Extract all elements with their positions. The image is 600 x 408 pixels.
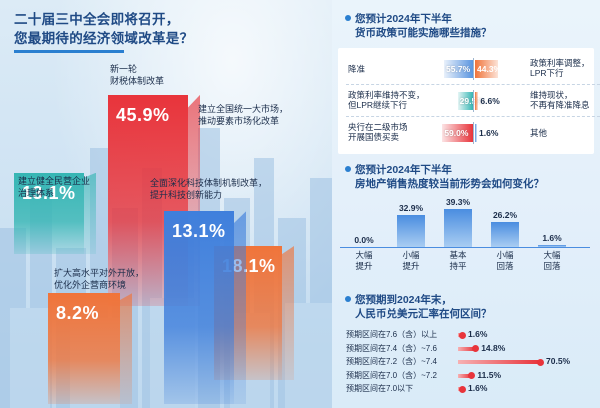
reform-bar (48, 293, 132, 404)
reform-label: 扩大高水平对外开放， 优化外企营商环境 (54, 268, 145, 290)
monetary-right-label: 维持现状， 不再有降准降息 (530, 90, 590, 110)
monetary-right-value: 1.6% (479, 128, 499, 138)
monetary-left-value: 29.5% (459, 96, 484, 106)
bullet-dot-icon (345, 296, 351, 303)
fx-value: 70.5% (546, 356, 571, 366)
housing-label: 小幅 提升 (402, 250, 420, 271)
monetary-divider (473, 90, 474, 112)
monetary-right-value: 44.3% (477, 64, 502, 74)
monetary-right-bar (475, 92, 479, 110)
fx-value: 11.5% (477, 369, 502, 380)
monetary-left-value: 55.7% (446, 64, 471, 74)
monetary-right-label: 政策利率调整， LPR下行 (530, 58, 590, 78)
housing-title: 您预计2024年下半年 房地产销售热度较当前形势会如何变化？ (345, 163, 544, 191)
monetary-right-bar (475, 124, 477, 142)
left-chart-title: 二十届三中全会即将召开， 您最期待的经济领域改革是？ (14, 10, 193, 53)
monetary-left-bar (442, 124, 473, 142)
reform-label: 建立健全民营企业 治理体系 (18, 176, 91, 198)
reform-label: 新一轮 财税体制改革 (110, 64, 165, 86)
monetary-right-label: 其他 (530, 128, 548, 138)
housing-axis (340, 247, 590, 248)
monetary-left-value: 59.0% (444, 128, 469, 138)
fx-label: 预期区间在7.2（含）~7.4 (346, 357, 437, 366)
fx-bar (458, 346, 476, 351)
reform-value: 45.9% (116, 104, 170, 125)
housing-bar (397, 215, 425, 247)
housing-bar (491, 221, 519, 247)
monetary-right-value: 6.6% (480, 96, 500, 106)
fx-dot (468, 372, 476, 379)
fx-title: 您预期到2024年末， 人民币兑美元汇率在何区间？ (345, 293, 492, 321)
housing-value: 39.3% (445, 197, 471, 207)
housing-label: 大幅 提升 (355, 250, 373, 271)
reform-value: 8.2% (56, 303, 100, 324)
fx-dot (459, 385, 466, 393)
fx-bar (458, 373, 472, 378)
monetary-left-label: 央行在二级市场 开展国债买卖 (348, 122, 408, 142)
monetary-divider (473, 122, 474, 144)
monetary-row: 央行在二级市场 开展国债买卖 59.0% 1.6% 其他 (346, 118, 600, 148)
fx-value: 1.6% (468, 329, 488, 339)
left-panel: 二十届三中全会即将召开， 您最期待的经济领域改革是？ 45.9% 新一轮 财税体制改… (0, 0, 332, 408)
reform-bar (14, 172, 96, 254)
fx-dot (459, 331, 466, 339)
monetary-left-label: 降准 (348, 64, 366, 74)
bullet-dot-icon (345, 15, 351, 22)
monetary-row: 政策利率维持不变， 但LPR继续下行 29.5% 6.6% 维持现状， 不再有降准降息 (346, 86, 600, 117)
housing-bar (444, 209, 472, 247)
housing-value: 0.0% (354, 235, 374, 245)
fx-value: 14.8% (481, 342, 506, 353)
fx-label: 预期区间在7.6（含）以上 (346, 330, 438, 339)
fx-label: 预期区间在7.4（含）~7.6 (346, 343, 437, 353)
housing-bar (538, 245, 566, 247)
monetary-left-label: 政策利率维持不变， 但LPR继续下行 (348, 90, 425, 110)
fx-value: 1.6% (468, 383, 488, 393)
monetary-left-bar (457, 92, 473, 110)
monetary-right-bar (475, 60, 499, 78)
housing-label: 小幅 回落 (496, 250, 514, 271)
housing-label: 大幅 回落 (543, 250, 561, 271)
fx-dot (537, 358, 544, 366)
monetary-row: 降准 55.7% 44.3% 政策利率调整， LPR下行 (346, 54, 600, 85)
housing-value: 26.2% (492, 209, 518, 220)
bullet-dot-icon (345, 166, 351, 173)
reform-value: 13.1% (22, 182, 76, 203)
housing-value: 32.9% (398, 203, 424, 214)
monetary-left-bar (444, 60, 473, 78)
fx-bar (458, 360, 540, 364)
reform-value: 13.1% (172, 221, 226, 242)
housing-value: 1.6% (542, 233, 562, 244)
reform-label: 建立全国统一大市场， 推动要素市场化改革 (198, 104, 289, 126)
fx-label: 预期区间在7.0（含）~7.2 (346, 370, 437, 380)
fx-dot (472, 345, 480, 352)
reform-bar (164, 211, 246, 404)
housing-label: 基本 持平 (449, 250, 467, 271)
monetary-divider (473, 58, 474, 80)
monetary-title: 您预计2024年下半年 货币政策可能实施哪些措施？ (345, 12, 492, 40)
fx-label: 预期区间在7.0以下 (346, 384, 414, 393)
reform-label: 全面深化科技体制机制改革， 提升科技创新能力 (150, 178, 268, 200)
monetary-card: 降准 55.7% 44.3% 政策利率调整， LPR下行政策利率维持不变， 但LPR继续下… (338, 48, 600, 154)
